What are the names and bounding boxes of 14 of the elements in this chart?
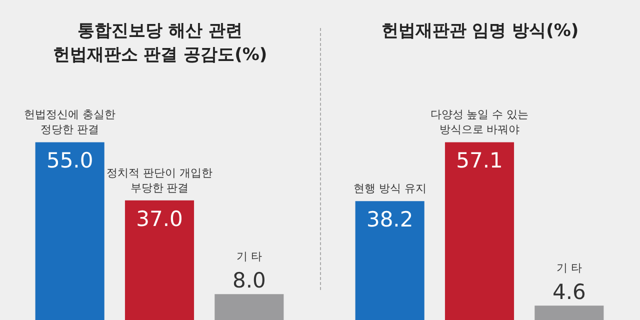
data-label: 57.1 <box>456 148 503 173</box>
x-tick-label: 다양성 높일 수 있는 방식으로 바꿔야 <box>430 108 529 136</box>
data-label: 38.2 <box>366 208 414 232</box>
data-label: 4.6 <box>552 280 586 304</box>
chart-title: 헌법재판관 임명 방식(%) <box>381 21 579 41</box>
x-tick-label: 기 타 <box>556 262 582 275</box>
chart-title: 통합진보당 해산 관련 헌법재판소 판결 공감도(%) <box>52 21 268 65</box>
data-label: 37.0 <box>136 206 183 231</box>
x-tick-label: 기 타 <box>236 250 262 264</box>
x-tick-label: 현행 방식 유지 <box>353 182 426 196</box>
x-tick-label: 정치적 판단이 개입한 부당한 판결 <box>106 166 212 194</box>
x-tick-label: 헌법정신에 충실한 정당한 판결 <box>24 108 116 136</box>
data-label: 55.0 <box>46 148 94 173</box>
data-label: 8.0 <box>232 268 266 293</box>
